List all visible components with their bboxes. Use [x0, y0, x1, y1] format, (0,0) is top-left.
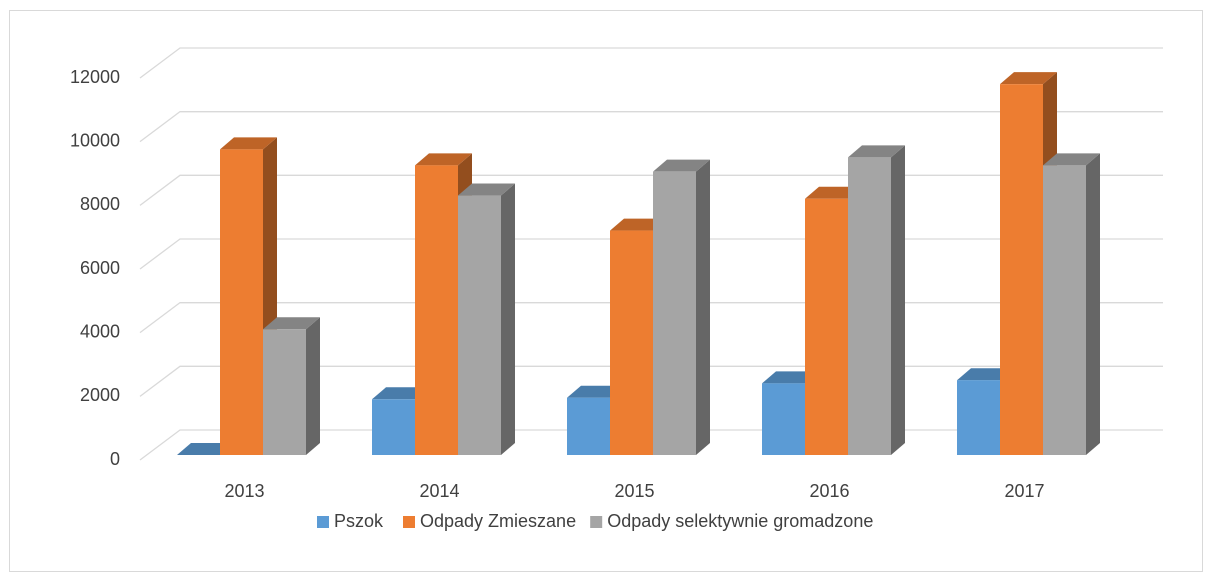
bar-side — [306, 317, 320, 455]
bar-top — [957, 368, 1014, 381]
y-tick-label: 6000 — [80, 258, 120, 278]
bar-top — [177, 443, 234, 455]
legend-swatch — [403, 516, 415, 528]
bar — [372, 399, 415, 455]
bar — [610, 230, 653, 455]
bar — [653, 171, 696, 455]
bar — [415, 165, 458, 456]
grid-line — [139, 111, 1163, 143]
bar-top — [1000, 72, 1057, 85]
legend-label: Odpady Zmieszane — [420, 511, 576, 531]
legend-swatch — [590, 516, 603, 528]
bar-side — [891, 145, 905, 455]
y-tick-label: 12000 — [70, 67, 120, 87]
y-tick-label: 4000 — [80, 321, 120, 341]
bar-top — [610, 218, 667, 231]
y-tick-label: 8000 — [80, 194, 120, 214]
bar-top — [415, 153, 472, 166]
bar — [263, 329, 306, 455]
bar-top — [805, 186, 862, 199]
x-tick-label: 2017 — [1004, 481, 1044, 501]
legend-label: Odpady selektywnie gromadzone — [607, 511, 873, 531]
legend-swatch — [317, 516, 329, 528]
x-tick-label: 2013 — [224, 481, 264, 501]
bar — [458, 195, 501, 455]
bar-side — [1086, 153, 1100, 456]
bar-top — [567, 385, 624, 398]
x-tick-label: 2015 — [614, 481, 654, 501]
bar-top — [263, 317, 320, 330]
bar-side — [501, 183, 515, 455]
bar — [1000, 84, 1043, 456]
bar-top — [458, 183, 515, 196]
y-tick-label: 10000 — [70, 130, 120, 150]
grid-line — [139, 47, 1163, 79]
x-tick-label: 2014 — [419, 481, 459, 501]
y-tick-label: 2000 — [80, 385, 120, 405]
bar — [762, 383, 805, 455]
x-tick-label: 2016 — [809, 481, 849, 501]
grid-line — [139, 174, 1163, 206]
legend-label: Pszok — [334, 511, 384, 531]
bar — [805, 198, 848, 455]
bar — [567, 397, 610, 455]
bar-side — [696, 159, 710, 455]
bar-top — [848, 145, 905, 158]
bar-top — [762, 371, 819, 384]
y-tick-label: 0 — [110, 449, 120, 469]
bar — [1043, 165, 1086, 456]
bar — [957, 380, 1000, 455]
bar-top — [653, 159, 710, 172]
bar-top — [372, 387, 429, 400]
bar — [848, 157, 891, 455]
bar — [220, 149, 263, 455]
bar-top — [1043, 153, 1100, 166]
bar-top — [220, 137, 277, 150]
